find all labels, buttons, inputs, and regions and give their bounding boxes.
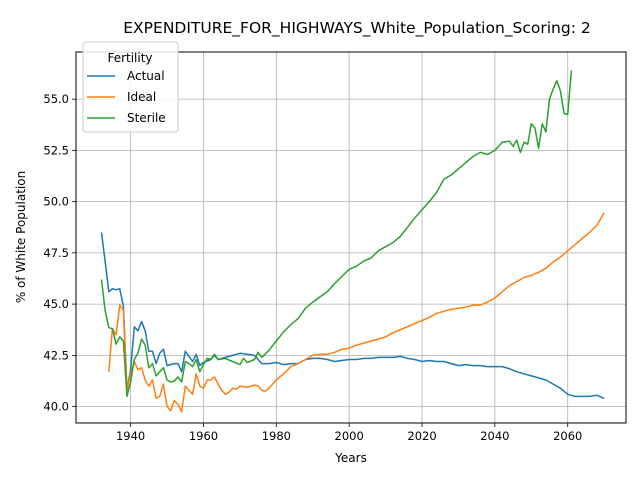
plot-frame <box>75 51 627 424</box>
x-tick-label: 2000 <box>335 429 364 443</box>
x-axis-label: Years <box>334 451 367 465</box>
legend-label-ideal: Ideal <box>127 90 156 104</box>
y-tick-label: 50.0 <box>43 195 69 209</box>
x-tick-label: 2040 <box>480 429 509 443</box>
series-line-ideal <box>108 212 605 413</box>
x-tick-label: 1960 <box>189 429 218 443</box>
series-line-sterile <box>100 70 573 398</box>
y-tick-label: 42.5 <box>43 348 69 362</box>
y-tick-label: 52.5 <box>43 143 69 157</box>
y-tick-label: 40.0 <box>43 400 69 414</box>
legend: Fertility Actual Ideal Sterile <box>82 41 179 133</box>
chart-title: EXPENDITURE_FOR_HIGHWAYS_White_Populatio… <box>123 19 590 38</box>
series-lines <box>100 70 605 413</box>
legend-label-sterile: Sterile <box>127 111 166 125</box>
x-tick-label: 2020 <box>407 429 436 443</box>
legend-title: Fertility <box>107 51 152 65</box>
y-tick-label: 55.0 <box>43 92 69 106</box>
y-tick-label: 47.5 <box>43 246 69 260</box>
legend-entries: Actual Ideal Sterile <box>87 69 166 125</box>
x-tick-label: 2060 <box>553 429 582 443</box>
legend-box <box>82 41 179 133</box>
axis-ticks: 1940 1960 1980 2000 2020 2040 2060 40.0 42.5 45.0… <box>43 92 582 443</box>
x-tick-label: 1940 <box>116 429 145 443</box>
x-tick-label: 1980 <box>262 429 291 443</box>
y-tick-label: 45.0 <box>43 297 69 311</box>
y-axis-label: % of White Population <box>14 171 28 303</box>
legend-label-actual: Actual <box>127 69 165 83</box>
